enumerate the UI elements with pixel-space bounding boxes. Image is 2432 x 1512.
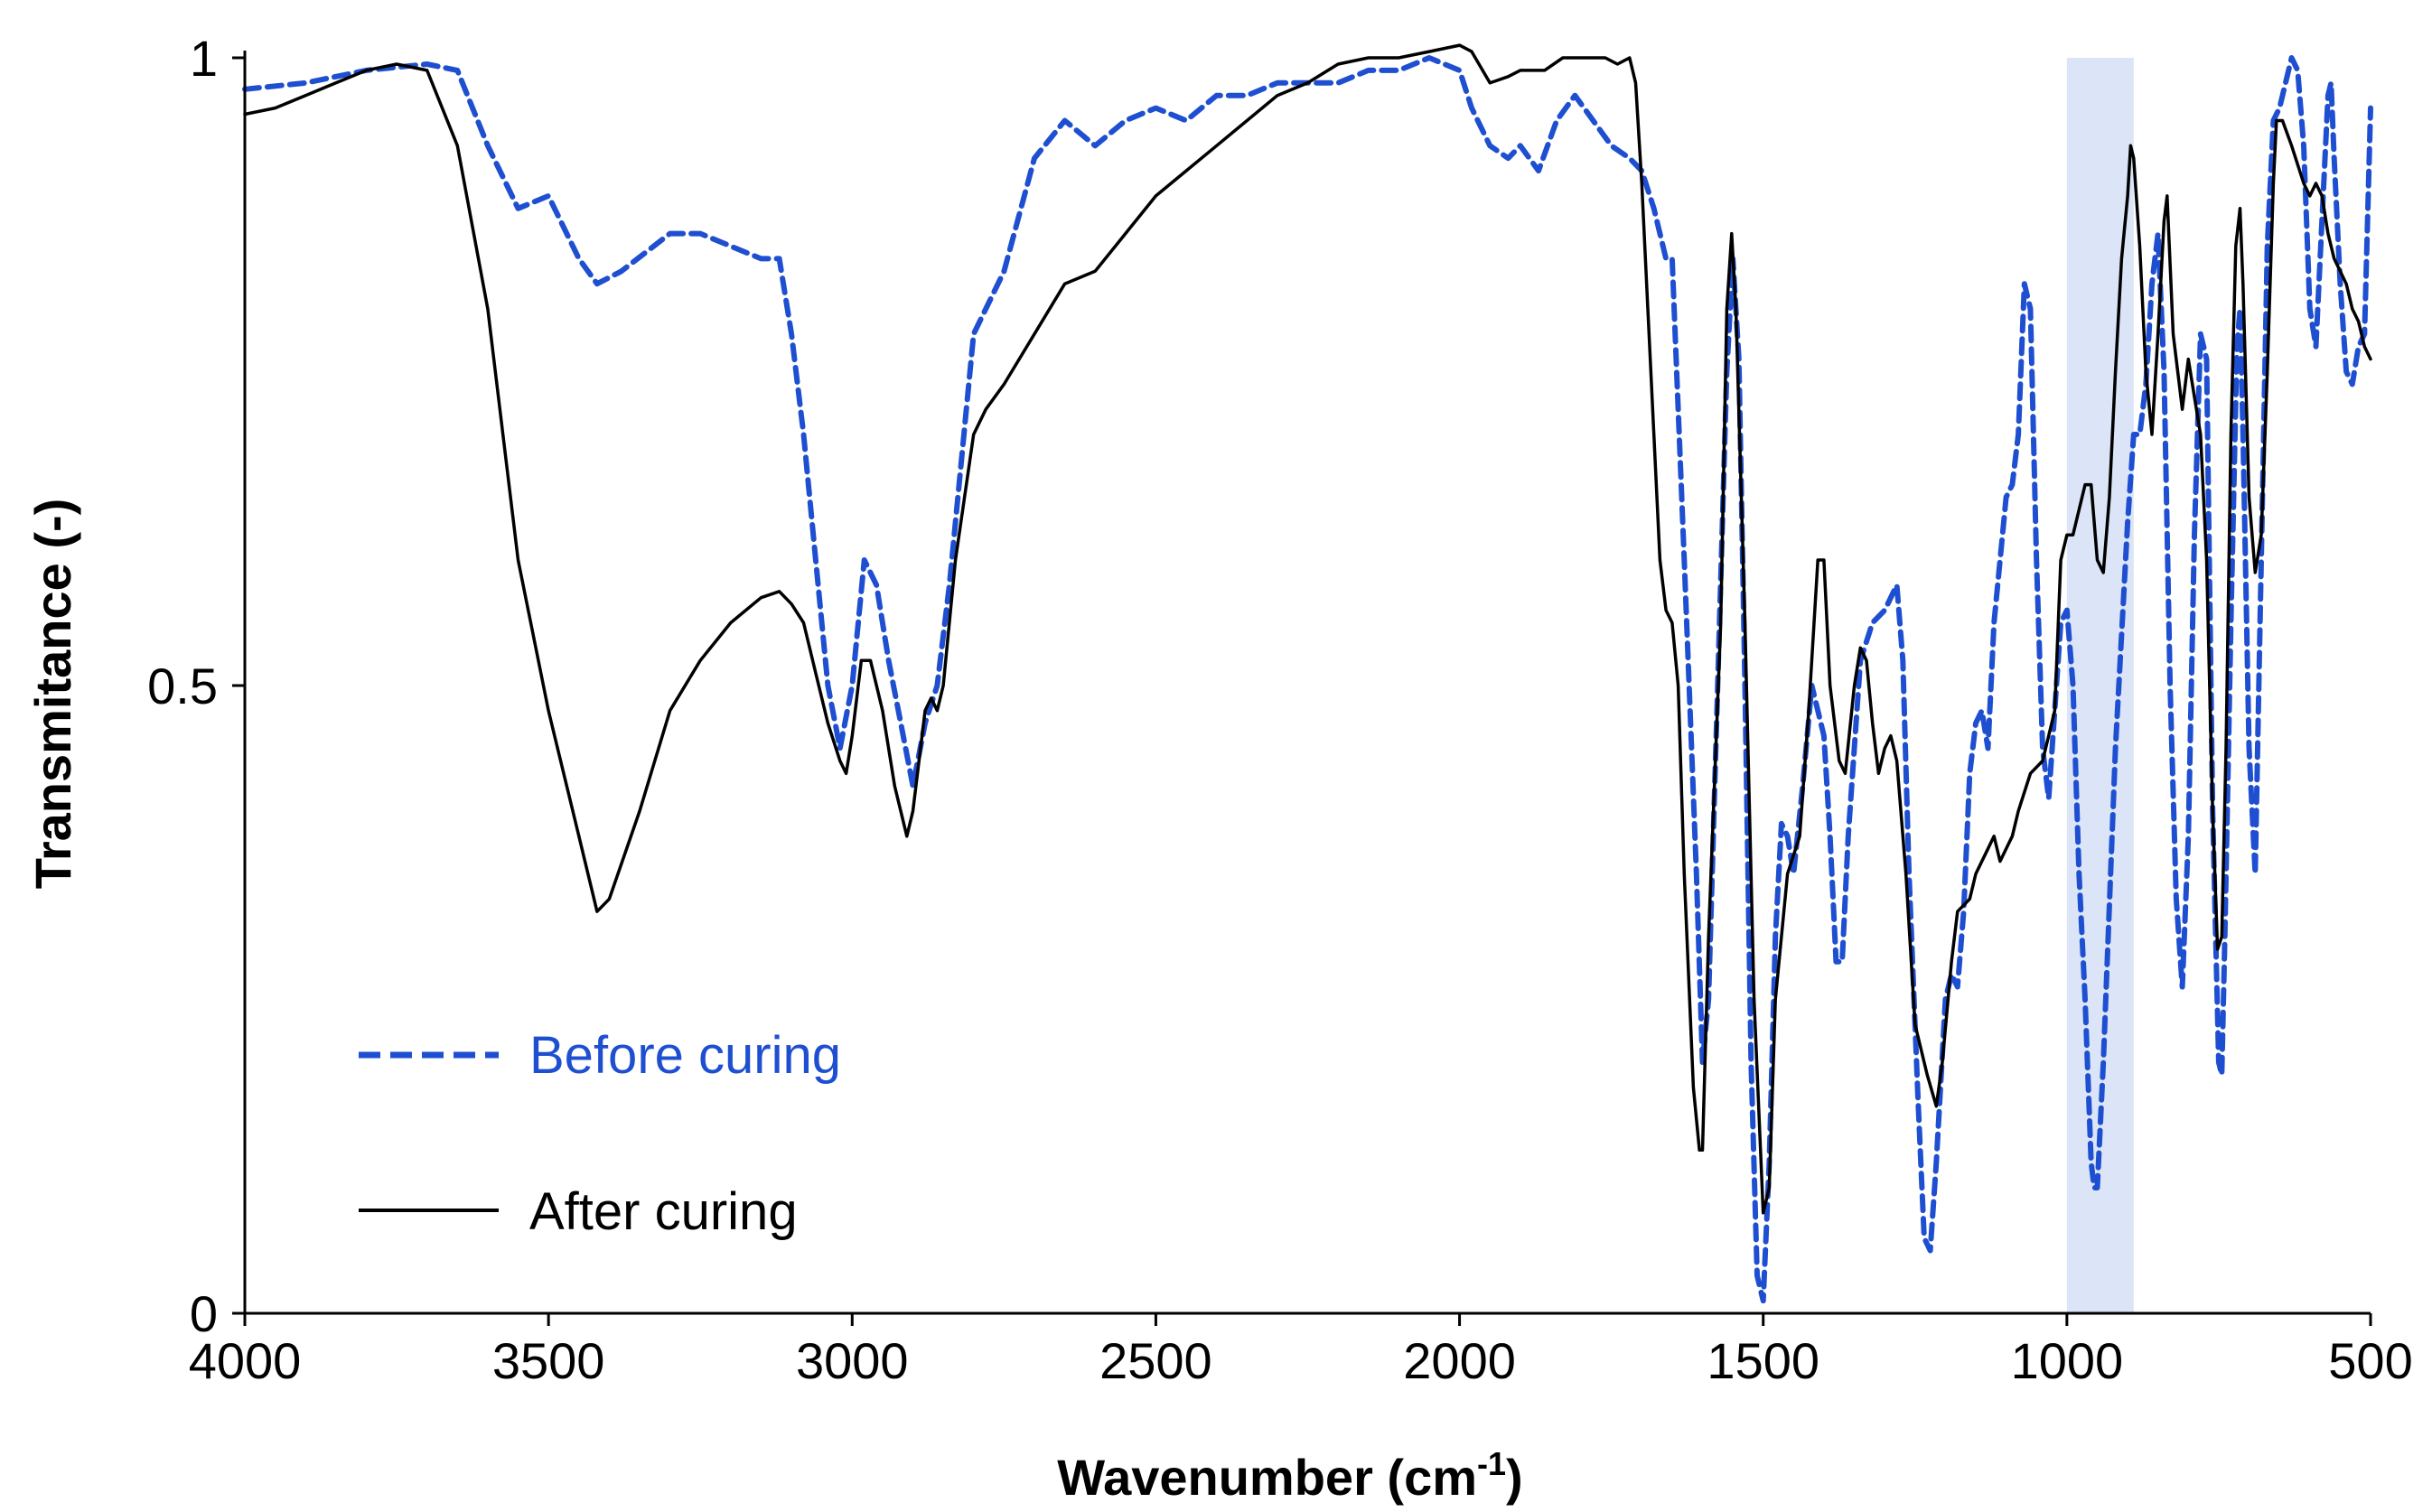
series-before-curing [242,55,2373,1304]
legend: Before curing After curing [359,1026,841,1241]
axes: 4000 3500 3000 2500 2000 1500 1000 500 00.51 [147,30,2413,1389]
x-axis-title-end: ) [1506,1449,1523,1506]
x-axis-title-superscript: -1 [1477,1445,1506,1482]
legend-label-after: After curing [529,1182,798,1241]
y-axis-title: Transmitance (-) [24,499,81,890]
legend-label-before: Before curing [529,1026,841,1085]
x-tick-label: 3000 [796,1332,909,1389]
x-axis-title: Wavenumber (cm-1) [1057,1445,1522,1506]
x-tick-label: 4000 [189,1332,302,1389]
series-after-curing [243,43,2372,1215]
x-tick-label: 1500 [1707,1332,1819,1389]
x-tick-label: 2500 [1099,1332,1212,1389]
x-tick-label: 500 [2328,1332,2412,1389]
x-tick-label: 1000 [2011,1332,2124,1389]
x-ticks: 4000 3500 3000 2500 2000 1500 1000 500 [189,1313,2413,1389]
y-tick-label: 0 [190,1285,218,1342]
x-axis-title-text: Wavenumber (cm [1057,1449,1477,1506]
series-layer [242,43,2373,1304]
x-tick-label: 2000 [1403,1332,1516,1389]
y-tick-label: 0.5 [147,658,218,714]
y-ticks: 00.51 [147,30,245,1342]
y-tick-label: 1 [190,30,218,87]
x-tick-label: 3500 [492,1332,605,1389]
